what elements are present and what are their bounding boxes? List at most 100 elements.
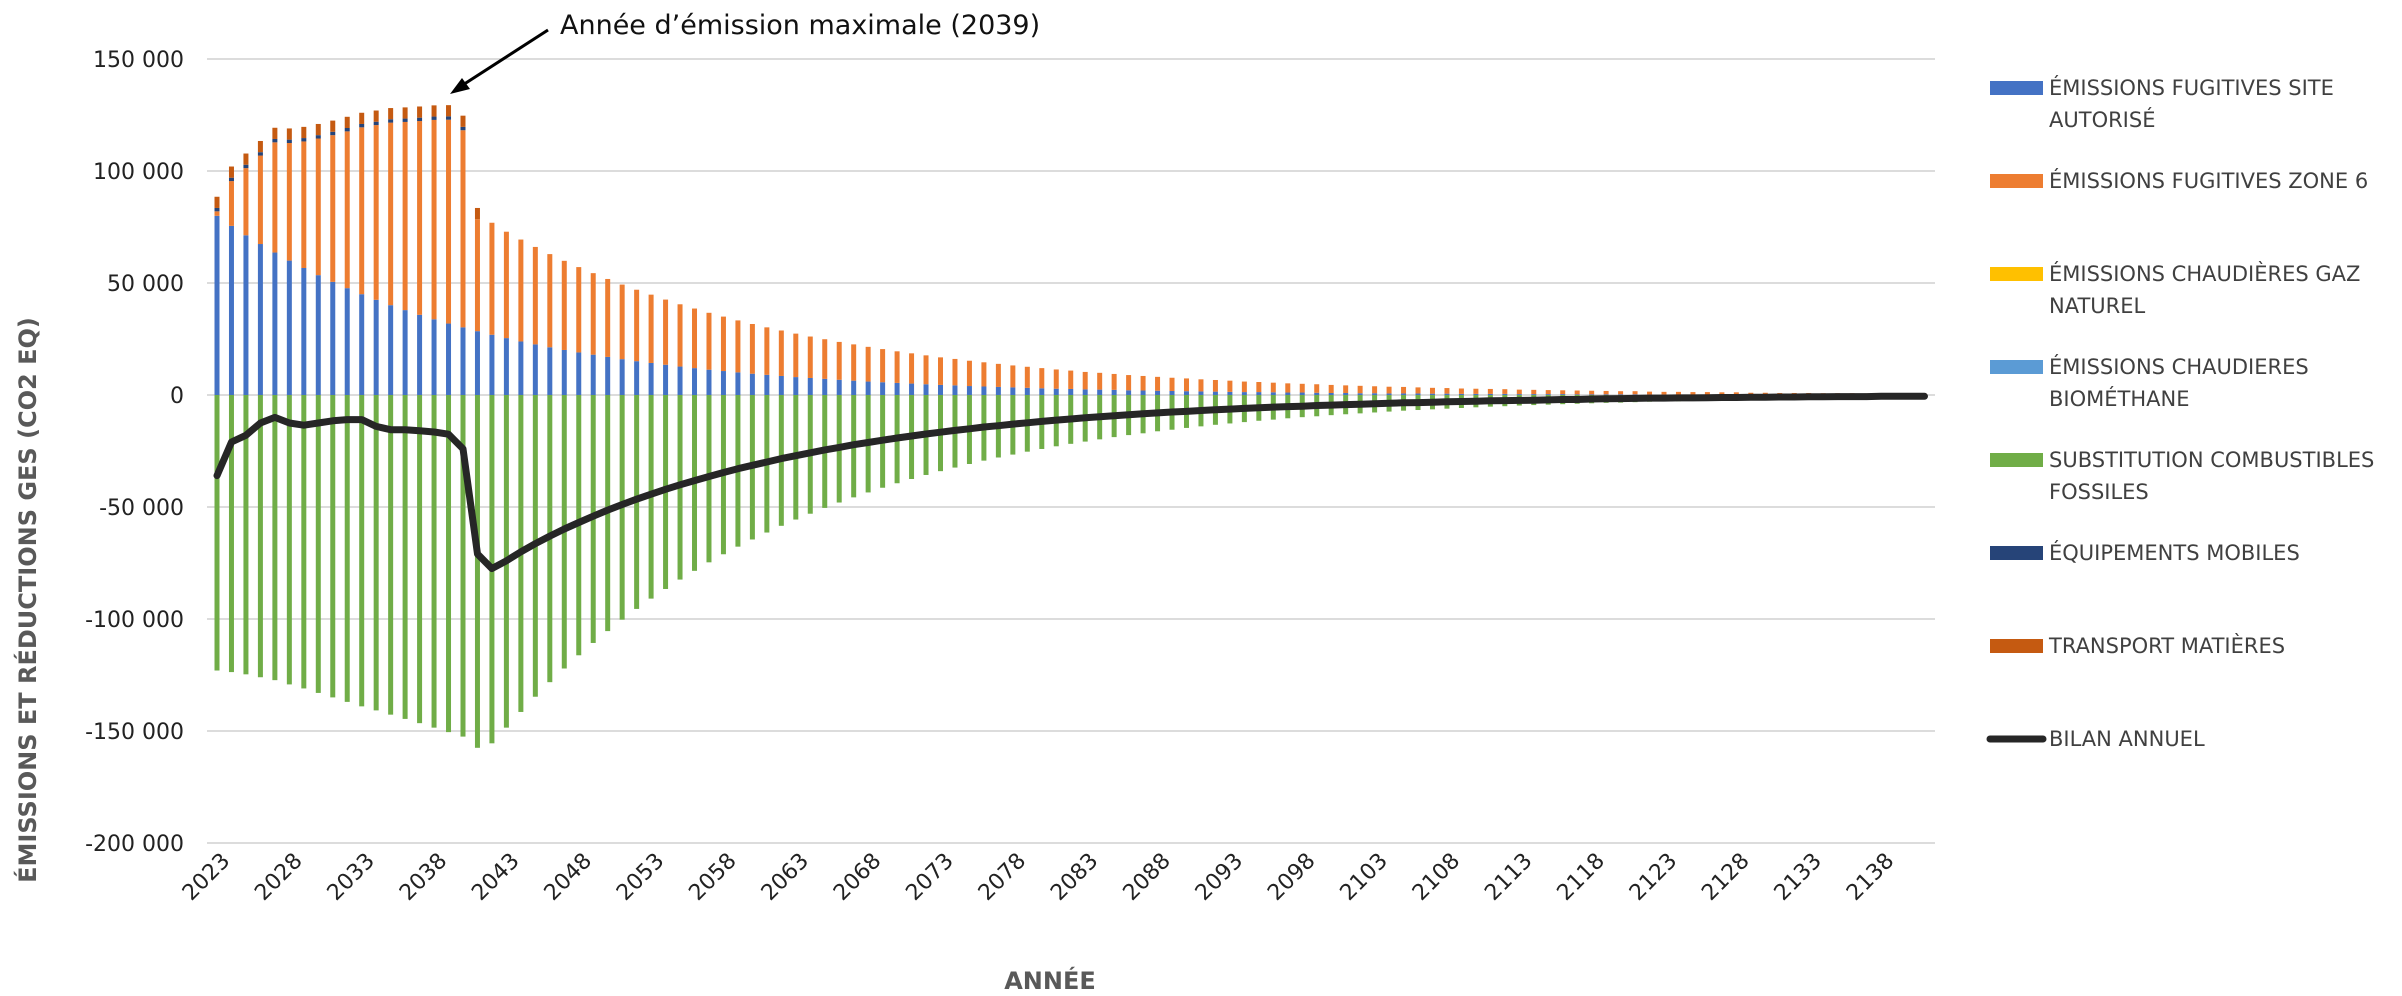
bar-segment xyxy=(214,211,220,216)
bar-segment xyxy=(1024,366,1030,388)
bar-segment xyxy=(1068,388,1074,395)
bar-segment xyxy=(228,181,234,226)
bar-segment xyxy=(272,127,278,139)
bar-segment xyxy=(214,215,220,395)
bar-segment xyxy=(402,118,408,122)
bar-segment xyxy=(373,395,379,711)
bar-segment xyxy=(1155,376,1161,391)
x-tick-label: 2023 xyxy=(178,849,235,906)
bar-segment xyxy=(807,377,813,395)
bar-segment xyxy=(938,384,943,395)
x-tick-label: 2063 xyxy=(757,849,814,906)
x-tick-label: 2088 xyxy=(1119,849,1176,906)
bar-segment xyxy=(880,349,886,383)
bar-segment xyxy=(1343,392,1349,395)
bar-segment xyxy=(952,358,958,386)
bar-segment xyxy=(561,260,567,350)
bar-segment xyxy=(720,316,726,372)
balance-line xyxy=(213,392,1928,573)
x-tick-label: 2068 xyxy=(829,849,886,906)
bar-segment xyxy=(663,364,669,395)
legend-entry: ÉMISSIONS FUGITIVES ZONE 6 xyxy=(1990,168,2368,193)
bar-segment xyxy=(1053,388,1059,395)
bar-segment xyxy=(402,395,408,719)
bar-segment xyxy=(1647,391,1653,395)
bar-segment xyxy=(315,395,321,693)
bar-segment xyxy=(1429,393,1435,395)
bar-segment xyxy=(1545,394,1551,395)
bar-segment xyxy=(836,379,842,395)
bar-segment xyxy=(764,374,770,395)
bar-segment xyxy=(836,341,842,380)
bar-segment xyxy=(1068,370,1074,389)
bar-segment xyxy=(677,304,683,367)
bar-segment xyxy=(272,252,278,395)
bar-segment xyxy=(677,366,683,395)
bar-segment xyxy=(692,308,698,369)
bar-segment xyxy=(1675,391,1681,395)
x-tick-label: 2033 xyxy=(323,849,380,906)
bar-segment xyxy=(1386,386,1392,394)
bar-segment xyxy=(865,346,871,382)
balance-line-group xyxy=(213,392,1928,573)
bar-segment xyxy=(778,375,784,395)
legend-swatch xyxy=(1990,174,2043,188)
bar-segment xyxy=(1704,392,1710,395)
bar-segment xyxy=(359,127,365,295)
bar-segment xyxy=(489,222,495,335)
legend-entry: ÉMISSIONS FUGITIVES SITE AUTORISÉ xyxy=(1990,75,2334,132)
bar-segment xyxy=(474,395,480,748)
bar-segment xyxy=(1719,392,1725,395)
bar-segment xyxy=(1632,394,1638,395)
bar-segment xyxy=(1516,389,1522,395)
bar-segment xyxy=(706,312,712,370)
bar-segment xyxy=(315,138,321,276)
bar-segment xyxy=(793,377,799,395)
x-tick-label: 2118 xyxy=(1553,849,1610,906)
bar-segment xyxy=(373,110,379,122)
bar-segment xyxy=(923,384,929,395)
bar-segment xyxy=(1270,392,1276,395)
bar-segment xyxy=(474,331,480,395)
bar-segment xyxy=(1212,379,1218,392)
bar-segment xyxy=(1169,377,1175,391)
bar-segment xyxy=(344,288,350,395)
legend-label: ÉMISSIONS FUGITIVES SITE AUTORISÉ xyxy=(2049,75,2334,132)
bar-segment xyxy=(214,196,220,208)
bar-segment xyxy=(576,267,582,353)
bar-segment xyxy=(417,395,423,724)
y-axis-title: ÉMISSIONS ET RÉDUCTIONS GES (CO2 EQ) xyxy=(13,317,42,883)
bar-segment xyxy=(880,382,886,395)
bar-segment xyxy=(1545,390,1551,395)
x-tick-label: 2103 xyxy=(1336,849,1393,906)
bar-segment xyxy=(1444,388,1450,394)
bar-segment xyxy=(330,395,336,698)
bar-segment xyxy=(272,395,278,681)
max-emission-annotation: Année d’émission maximale (2039) xyxy=(450,10,1040,94)
bar-segment xyxy=(286,139,292,143)
legend-entry: TRANSPORT MATIÈRES xyxy=(1990,633,2285,658)
bar-segment xyxy=(1111,389,1117,395)
bar-segment xyxy=(1183,391,1189,395)
bar-segment xyxy=(822,378,828,395)
bar-segment xyxy=(1386,393,1392,395)
legend-label: SUBSTITUTION COMBUSTIBLES FOSSILES xyxy=(2049,448,2374,504)
bar-segment xyxy=(330,281,336,395)
bar-segment xyxy=(764,327,770,375)
bar-segment xyxy=(1603,394,1609,395)
legend-label: ÉMISSIONS FUGITIVES ZONE 6 xyxy=(2049,168,2368,193)
bar-segment xyxy=(1039,368,1045,389)
bar-segment xyxy=(590,273,596,355)
bar-segment xyxy=(1328,392,1334,395)
bar-segment xyxy=(431,119,437,320)
legend-label: ÉMISSIONS CHAUDIÈRES GAZ NATUREL xyxy=(2049,261,2360,318)
bar-segment xyxy=(1126,375,1132,391)
bar-segment xyxy=(243,168,249,236)
bar-segment xyxy=(1270,382,1276,393)
x-tick-label: 2093 xyxy=(1191,849,1248,906)
bar-segment xyxy=(1299,392,1305,395)
bar-segment xyxy=(272,138,278,143)
bar-segment xyxy=(1024,387,1030,395)
bar-segment xyxy=(474,219,480,332)
